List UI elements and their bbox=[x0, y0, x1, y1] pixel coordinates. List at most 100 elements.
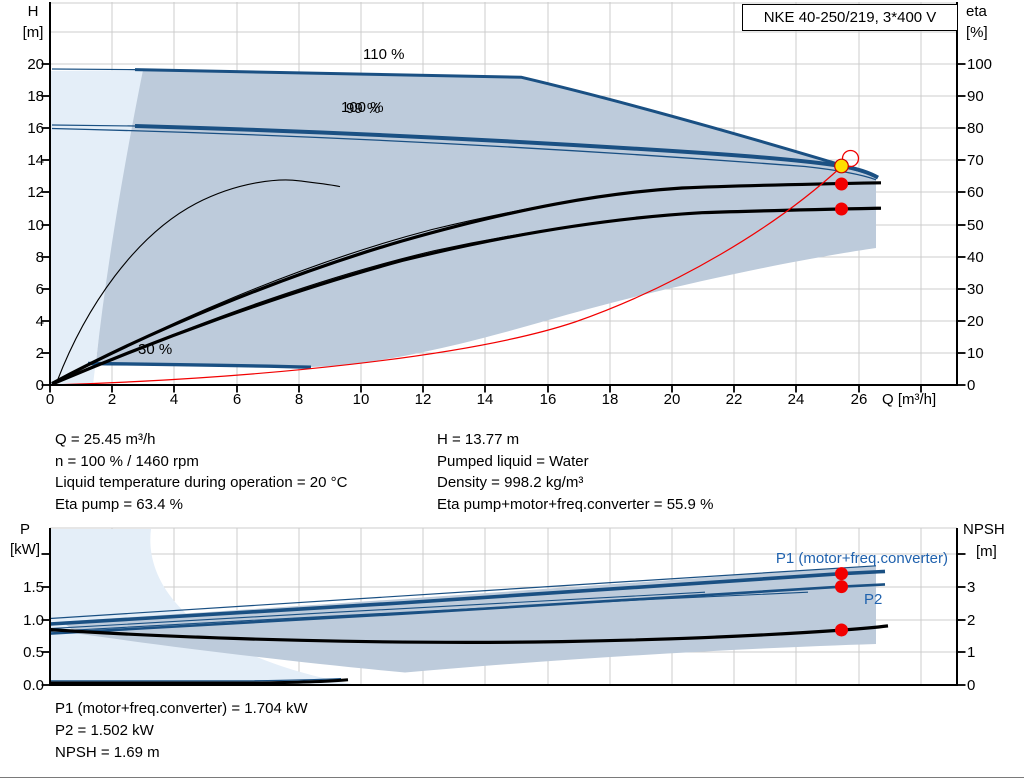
info-npsh: NPSH = 1.69 m bbox=[55, 744, 160, 761]
q-tick: 24 bbox=[787, 391, 805, 408]
curve-110pct bbox=[134, 68, 874, 177]
info-speed: n = 100 % / 1460 rpm bbox=[55, 453, 199, 470]
q-tick: 22 bbox=[725, 391, 743, 408]
h-tick: 14 bbox=[27, 152, 44, 169]
h-tick: 0 bbox=[35, 377, 44, 394]
q-tick: 12 bbox=[414, 391, 432, 408]
eta-tick: 20 bbox=[967, 313, 984, 330]
envelope-dark-region-bottom bbox=[62, 565, 876, 673]
info-p2: P2 = 1.502 kW bbox=[55, 722, 154, 739]
envelope-pale-region-bottom bbox=[50, 529, 352, 685]
p-tick: 0.0 bbox=[23, 677, 44, 694]
eta-tick: 50 bbox=[967, 217, 984, 234]
duty-point-lower-red-dot bbox=[835, 202, 848, 216]
h-tick: 12 bbox=[27, 184, 44, 201]
curve-label-30pct: 30 % bbox=[138, 341, 173, 358]
curve-label-100pct: 100 % bbox=[341, 99, 384, 116]
q-tick: 0 bbox=[45, 391, 55, 408]
eta-tick: 10 bbox=[967, 345, 984, 362]
pump-curve-lower-thin bbox=[52, 212, 713, 386]
p-30pct-blue-thin bbox=[50, 678, 342, 682]
info-density: Density = 998.2 kg/m³ bbox=[437, 474, 584, 491]
p-30pct-curve bbox=[50, 678, 349, 685]
h-tick: 16 bbox=[27, 120, 44, 137]
bottom-divider bbox=[0, 777, 1024, 778]
q-tick: 8 bbox=[294, 391, 304, 408]
pump-curve-upper-thin bbox=[52, 186, 701, 385]
info-eta-pump: Eta pump = 63.4 % bbox=[55, 496, 183, 513]
pump-title-box: NKE 40-250/219, 3*400 V bbox=[742, 4, 958, 31]
h-axis-title: H bbox=[27, 3, 39, 20]
p-tick: 1.0 bbox=[23, 612, 44, 629]
npsh-tick: 1 bbox=[967, 644, 976, 661]
p2-curve bbox=[49, 583, 886, 635]
curve-label-p1: P1 (motor+freq.converter) bbox=[775, 550, 948, 567]
q-tick: 4 bbox=[169, 391, 179, 408]
p1-curve bbox=[49, 569, 886, 626]
info-p1: P1 (motor+freq.converter) = 1.704 kW bbox=[55, 700, 308, 717]
h-axis-unit: [m] bbox=[22, 24, 44, 41]
power-npsh-chart bbox=[41, 527, 966, 686]
small-pump-curve bbox=[56, 179, 341, 382]
q-tick: 26 bbox=[850, 391, 868, 408]
h-tick: 2 bbox=[35, 345, 44, 362]
info-temperature: Liquid temperature during operation = 20… bbox=[55, 474, 348, 491]
curve-99pct bbox=[51, 127, 877, 181]
q-tick: 14 bbox=[476, 391, 494, 408]
eta-tick: 30 bbox=[967, 281, 984, 298]
eta-tick: 100 bbox=[967, 56, 993, 73]
p-tick: 1.5 bbox=[23, 579, 44, 596]
eta-tick: 70 bbox=[967, 152, 984, 169]
q-tick: 6 bbox=[232, 391, 242, 408]
h-tick: 20 bbox=[27, 56, 44, 73]
info-head: H = 13.77 m bbox=[437, 431, 520, 448]
curve-label-p2: P2 bbox=[864, 591, 883, 608]
curve-100pct-thin bbox=[51, 124, 136, 127]
curve-label-99pct: 99 % bbox=[346, 100, 381, 117]
system-curve-red bbox=[51, 166, 842, 386]
eta-axis-unit: [%] bbox=[966, 24, 988, 41]
npsh-tick: 0 bbox=[967, 677, 976, 694]
h-tick: 18 bbox=[27, 88, 44, 105]
p-axis-title: P bbox=[19, 521, 30, 538]
npsh-axis-title: NPSH bbox=[963, 521, 1005, 538]
eta-tick: 40 bbox=[967, 249, 984, 266]
eta-axis-title: eta bbox=[966, 3, 987, 20]
npsh-red-dot bbox=[835, 623, 848, 637]
q-tick: 2 bbox=[107, 391, 117, 408]
eta-tick: 0 bbox=[967, 377, 976, 394]
curve-label-110pct: 110 % bbox=[363, 46, 405, 63]
q-tick: 20 bbox=[663, 391, 681, 408]
eta-tick: 90 bbox=[967, 88, 984, 105]
operating-point-yellow-dot bbox=[834, 158, 849, 174]
npsh-tick: 2 bbox=[967, 612, 976, 629]
h-tick: 8 bbox=[35, 249, 44, 266]
requested-duty-ring bbox=[841, 149, 860, 168]
h-tick: 10 bbox=[27, 217, 44, 234]
pump-curve-upper bbox=[51, 181, 882, 385]
bottom-tick-marks bbox=[41, 553, 966, 686]
p-axis-unit: [kW] bbox=[10, 541, 40, 558]
p1-envelope-thin bbox=[49, 565, 877, 620]
info-liquid: Pumped liquid = Water bbox=[437, 453, 589, 470]
pump-curves-black bbox=[51, 179, 882, 386]
q-tick: 10 bbox=[352, 391, 370, 408]
q-tick: 16 bbox=[539, 391, 557, 408]
eta-tick: 80 bbox=[967, 120, 984, 137]
info-flow: Q = 25.45 m³/h bbox=[55, 431, 156, 448]
h-tick: 4 bbox=[35, 313, 44, 330]
p2-red-dot bbox=[835, 580, 848, 594]
head-flow-chart bbox=[41, 2, 966, 393]
curve-110pct-thin bbox=[51, 68, 136, 71]
top-tick-marks bbox=[41, 63, 966, 393]
q-tick: 18 bbox=[601, 391, 619, 408]
envelope-pale-region bbox=[50, 70, 143, 385]
pump-curve-lower bbox=[51, 206, 882, 386]
duty-point-markers bbox=[834, 149, 860, 216]
bottom-duty-markers bbox=[835, 567, 848, 637]
eta-tick: 60 bbox=[967, 184, 984, 201]
power-curves bbox=[49, 565, 886, 682]
npsh-tick: 3 bbox=[967, 579, 976, 596]
info-eta-total: Eta pump+motor+freq.converter = 55.9 % bbox=[437, 496, 714, 513]
